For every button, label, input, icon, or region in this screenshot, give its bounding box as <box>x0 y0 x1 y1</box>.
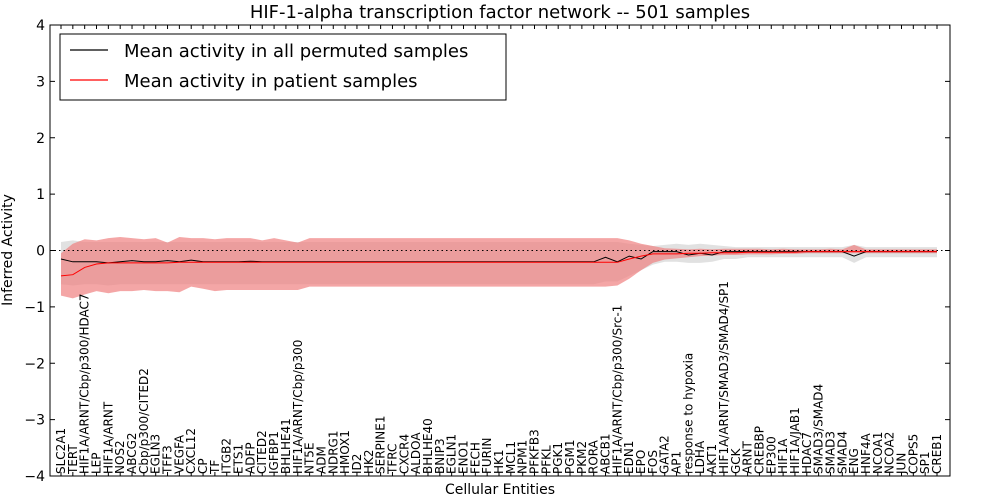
x-tick-label: ITGB2 <box>220 438 234 474</box>
x-axis-label: Cellular Entities <box>445 482 555 498</box>
y-tick-label: 3 <box>36 74 45 90</box>
legend-box <box>59 33 507 101</box>
y-tick-label: −4 <box>24 469 45 485</box>
x-tick-label: COPS5 <box>906 434 920 474</box>
x-tick-label: ADFP <box>243 442 257 474</box>
x-tick-label: SMAD3/SMAD4 <box>812 384 826 474</box>
x-tick-label: PFKFB3 <box>528 429 542 474</box>
x-tick-label: JUN <box>895 453 909 475</box>
x-tick-label: ID2 <box>350 454 364 474</box>
x-tick-label: VEGFA <box>172 434 186 474</box>
legend-label-permuted: Mean activity in all permuted samples <box>124 41 468 62</box>
series-line-patient <box>60 251 937 277</box>
x-tick-label: TF <box>208 460 222 475</box>
x-tick-label: EGLN3 <box>149 434 163 474</box>
plot-frame <box>49 24 951 477</box>
legend-label-patient: Mean activity in patient samples <box>124 71 418 92</box>
patient-range-band <box>61 237 937 299</box>
x-tick-label: HMOX1 <box>338 430 352 474</box>
x-tick-label: EGLN1 <box>445 434 459 474</box>
x-tick-label: PFKL <box>539 445 553 474</box>
x-tick-label: NCOA2 <box>883 432 897 474</box>
x-tick-label: HIF1A <box>776 438 790 474</box>
x-tick-label: CREBBP <box>752 426 766 474</box>
x-tick-label: response to hypoxia <box>681 353 695 474</box>
x-tick-label: SLC2A1 <box>54 428 68 474</box>
x-tick-label: HIF1A/ARNT/SMAD3/SMAD4/SP1 <box>717 281 731 474</box>
x-tick-label: HIF1A/ARNT <box>101 401 115 474</box>
x-tick-label: Cbp/p300/CITED2 <box>137 368 151 474</box>
x-tick-label: NOS2 <box>113 440 127 474</box>
x-tick-label: NPM1 <box>516 440 530 474</box>
x-tick-label: HK1 <box>492 449 506 474</box>
x-tick-label: ADM <box>314 446 328 474</box>
x-tick-label: TFRC <box>386 444 400 475</box>
x-tick-label: CP <box>196 458 210 474</box>
x-tick-label: EPO <box>634 450 648 474</box>
legend: Mean activity in all permuted samples Me… <box>59 33 507 101</box>
y-tick-label: −2 <box>24 356 45 372</box>
x-tick-label: NCOA1 <box>871 432 885 474</box>
x-tick-label: SMAD4 <box>835 431 849 474</box>
x-tick-label: EP300 <box>764 436 778 474</box>
plot-area <box>50 237 950 299</box>
x-tick-label: RORA <box>587 439 601 474</box>
x-tick-label: LDHA <box>693 440 707 474</box>
x-tick-label: IGFBP1 <box>267 431 281 474</box>
x-tick-label: PKM2 <box>575 441 589 474</box>
x-tick-label: TERT <box>66 444 80 475</box>
x-tick-label: LEP <box>90 452 104 474</box>
x-tick-label: ETS1 <box>232 444 246 474</box>
x-tick-label: TFF3 <box>161 445 175 475</box>
x-tick-label: BNIP3 <box>433 438 447 474</box>
x-tick-label: CITED2 <box>255 430 269 474</box>
x-tick-label: HNF4A <box>859 432 873 474</box>
y-axis: −4 −3 −2 −1 0 1 2 3 4 <box>24 18 950 485</box>
x-tick-label: CXCR4 <box>397 434 411 474</box>
y-tick-label: 1 <box>36 187 45 203</box>
x-tick-label: SERPINE1 <box>374 415 388 474</box>
x-tick-label: HIF1A/ARNT/Cbp/p300 <box>291 340 305 474</box>
y-axis-label: Inferred Activity <box>0 194 16 306</box>
x-tick-label: HK2 <box>362 449 376 474</box>
x-tick-label: HIF1A/ARNT/Cbp/p300/HDAC7 <box>78 293 92 474</box>
chart-title: HIF-1-alpha transcription factor network… <box>250 2 750 23</box>
x-tick-label: EDN1 <box>622 441 636 474</box>
y-tick-label: 2 <box>36 131 45 147</box>
x-tick-label: HIF1A/ARNT/Cbp/p300/Src-1 <box>610 305 624 474</box>
x-tick-label: HDAC7 <box>800 432 814 474</box>
x-axis: SLC2A1TERTHIF1A/ARNT/Cbp/p300/HDAC7LEPHI… <box>54 25 944 476</box>
x-tick-label: MCL1 <box>504 441 518 474</box>
x-tick-label: PGM1 <box>563 439 577 474</box>
x-tick-label: BHLHE40 <box>421 418 435 474</box>
x-tick-label: CREB1 <box>930 434 944 474</box>
x-tick-label: FURIN <box>480 437 494 474</box>
y-tick-label: −3 <box>24 413 45 429</box>
x-tick-label: GCK <box>729 447 743 474</box>
x-tick-label: BHLHE41 <box>279 418 293 474</box>
x-tick-label: AKT1 <box>705 444 719 474</box>
x-tick-label: NT5E <box>303 442 317 474</box>
x-tick-label: FECH <box>468 442 482 474</box>
y-tick-label: 0 <box>36 244 45 260</box>
x-tick-label: CXCL12 <box>184 428 198 474</box>
y-tick-label: −1 <box>24 300 45 316</box>
x-tick-label: SMAD3 <box>824 431 838 474</box>
y-tick-label: 4 <box>36 18 45 34</box>
x-tick-label: ENO1 <box>457 440 471 474</box>
x-tick-label: GATA2 <box>658 435 672 474</box>
x-tick-label: ARNT <box>741 440 755 474</box>
x-tick-label: AP1 <box>670 451 684 474</box>
x-tick-label: ABCB1 <box>599 434 613 474</box>
x-tick-label: ALDOA <box>409 432 423 474</box>
x-tick-label: PGK1 <box>551 442 565 474</box>
x-tick-label: HIF1A/JAB1 <box>788 407 802 474</box>
x-tick-label: FOS <box>646 450 660 474</box>
x-tick-label: ENG <box>847 448 861 474</box>
x-tick-label: SP1 <box>918 452 932 475</box>
x-tick-label: ABCG2 <box>125 432 139 474</box>
x-tick-label: NDRG1 <box>326 431 340 475</box>
